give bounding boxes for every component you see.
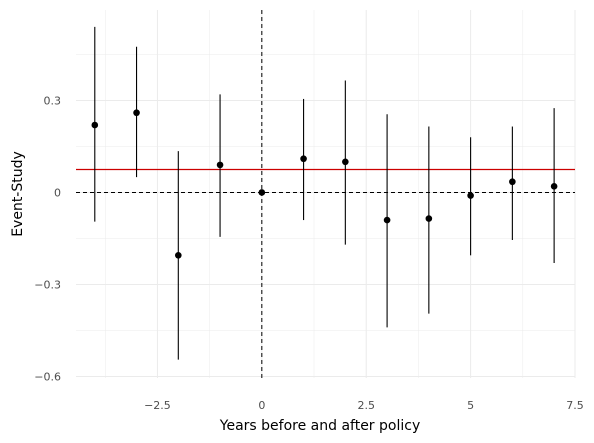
data-point (550, 183, 558, 190)
x-tick-label: −2.5 (144, 399, 171, 412)
y-tick-label: 0 (54, 186, 61, 199)
x-tick-labels: −2.5 0 2.5 5 7.5 (144, 399, 584, 412)
data-point (509, 178, 516, 186)
grid-minor (76, 10, 575, 378)
data-point (342, 158, 349, 166)
data-point (133, 109, 140, 117)
data-points (91, 109, 558, 259)
y-tick-label: 0.3 (44, 94, 62, 107)
grid-major (76, 10, 576, 378)
data-point (216, 161, 224, 169)
y-axis-title: Event-Study (10, 151, 26, 237)
y-tick-labels: −0.6 −0.3 0 0.3 (34, 94, 61, 383)
y-tick-label: −0.3 (34, 278, 61, 291)
error-bars (94, 26, 555, 360)
data-point (91, 121, 99, 129)
x-tick-label: 0 (258, 399, 265, 412)
data-point (300, 155, 307, 163)
x-tick-label: 2.5 (357, 399, 375, 412)
data-point (175, 252, 182, 259)
data-point (467, 192, 474, 199)
x-tick-label: 5 (467, 399, 474, 412)
x-tick-label: 7.5 (566, 399, 584, 412)
data-point (425, 215, 433, 222)
data-point (258, 189, 266, 196)
x-axis-title: Years before and after policy (219, 418, 420, 434)
y-tick-label: −0.6 (34, 370, 61, 383)
reference-lines (76, 10, 575, 378)
data-point (383, 216, 391, 224)
